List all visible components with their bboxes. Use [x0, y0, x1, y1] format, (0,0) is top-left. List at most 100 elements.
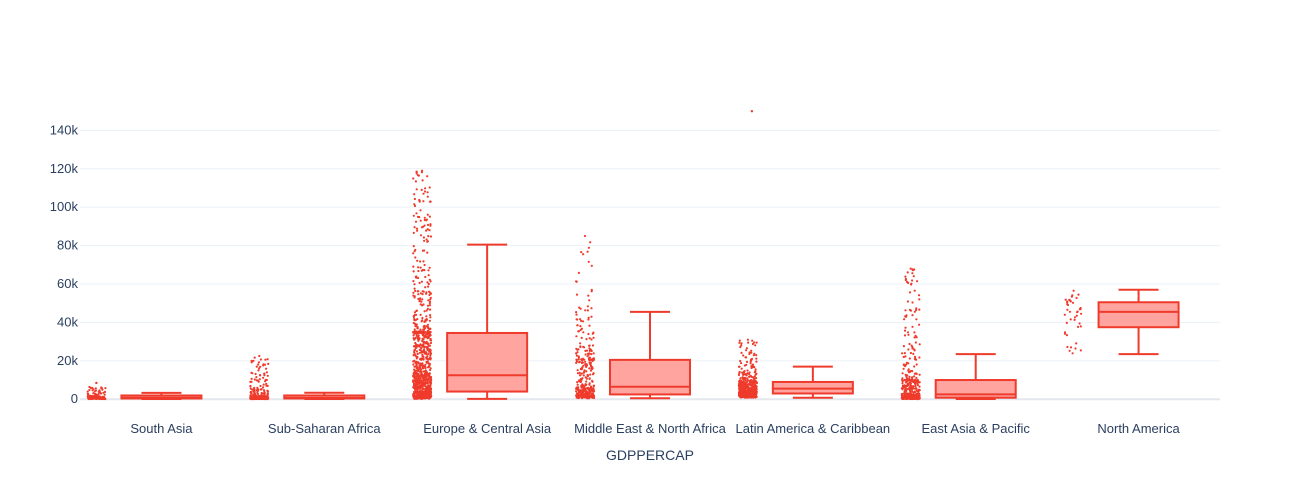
data-point	[95, 381, 98, 384]
data-point	[249, 397, 253, 400]
data-point	[911, 390, 914, 393]
data-point	[258, 378, 261, 381]
data-point	[591, 373, 595, 376]
data-point	[421, 386, 424, 389]
data-point	[414, 365, 417, 368]
data-point	[250, 377, 253, 380]
data-point	[421, 298, 424, 301]
data-point	[753, 385, 757, 388]
data-point	[258, 374, 262, 377]
data-point	[901, 384, 905, 387]
y-tick-label: 100k	[50, 199, 79, 214]
data-point	[745, 392, 748, 395]
data-point	[740, 362, 743, 365]
data-point	[591, 344, 595, 347]
data-point	[428, 380, 431, 383]
data-point	[755, 392, 758, 395]
data-point	[587, 316, 590, 319]
data-point	[913, 268, 916, 271]
data-point	[585, 363, 588, 366]
data-point	[918, 298, 921, 301]
data-point	[915, 336, 918, 339]
data-point	[904, 395, 907, 398]
y-tick-label: 80k	[57, 238, 78, 253]
data-point	[1071, 301, 1075, 304]
data-point	[904, 381, 908, 384]
data-point	[255, 365, 258, 368]
data-point	[576, 369, 579, 372]
data-point	[412, 384, 416, 387]
data-point	[1074, 347, 1077, 350]
data-point	[588, 337, 591, 340]
data-point	[751, 339, 754, 342]
data-point	[413, 350, 416, 354]
data-point	[1070, 295, 1073, 298]
data-point	[754, 396, 757, 399]
data-point	[428, 372, 431, 375]
data-point	[415, 350, 418, 353]
data-point	[752, 396, 755, 399]
data-point	[1076, 325, 1080, 328]
data-point	[904, 373, 907, 376]
data-point	[424, 387, 427, 390]
data-point	[916, 383, 920, 387]
data-point	[91, 394, 94, 398]
data-point	[262, 383, 265, 386]
data-point	[579, 367, 583, 370]
data-point	[590, 338, 593, 341]
data-point	[253, 378, 256, 381]
data-point	[744, 378, 747, 381]
data-point	[746, 369, 749, 372]
data-point	[589, 361, 592, 364]
data-point	[428, 300, 432, 303]
data-point	[426, 358, 429, 361]
data-point	[581, 394, 584, 397]
data-point	[426, 333, 429, 336]
data-point	[425, 218, 428, 221]
data-point	[755, 354, 758, 357]
data-point	[577, 361, 581, 364]
data-point	[426, 175, 429, 178]
data-point	[264, 358, 267, 361]
data-point	[578, 306, 581, 309]
data-point	[255, 376, 258, 379]
data-point	[904, 355, 907, 358]
data-point	[586, 387, 590, 390]
data-point	[263, 374, 266, 377]
box-7	[1097, 288, 1180, 356]
data-point	[911, 314, 914, 317]
data-point	[740, 386, 743, 389]
data-point	[254, 372, 257, 376]
data-point	[582, 364, 585, 367]
data-point	[913, 365, 916, 368]
data-point	[413, 319, 416, 322]
data-point	[260, 388, 263, 391]
data-point	[911, 301, 914, 304]
data-point	[753, 352, 756, 355]
data-point	[419, 260, 422, 263]
data-point	[414, 377, 417, 380]
box-iqr	[609, 358, 691, 396]
box-iqr	[446, 331, 529, 393]
data-point	[581, 377, 584, 380]
data-point	[424, 397, 428, 400]
data-point	[902, 392, 905, 395]
data-point	[429, 314, 432, 317]
data-point	[740, 390, 743, 393]
data-point	[588, 395, 591, 398]
data-point	[909, 390, 912, 393]
data-point	[418, 351, 421, 354]
data-point	[584, 389, 587, 392]
data-point	[1069, 318, 1072, 321]
data-point	[257, 361, 261, 364]
data-point	[1071, 352, 1074, 355]
data-point	[428, 396, 431, 399]
data-point	[428, 319, 431, 322]
data-point	[585, 383, 588, 386]
data-point	[751, 376, 755, 379]
data-point	[901, 352, 904, 355]
data-point	[429, 368, 432, 372]
data-point	[748, 371, 751, 374]
data-point	[427, 386, 430, 389]
data-point	[257, 363, 260, 366]
